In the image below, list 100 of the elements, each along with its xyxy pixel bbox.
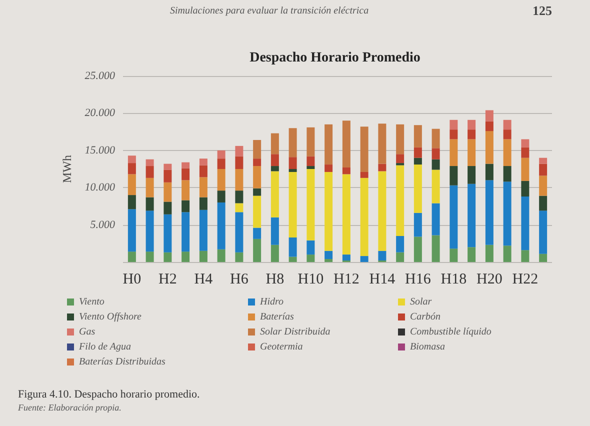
bar xyxy=(182,252,190,262)
x-tick-label: H14 xyxy=(369,272,396,288)
legend-label: Viento Offshore xyxy=(79,312,142,322)
bar xyxy=(503,166,512,182)
bar xyxy=(468,139,476,166)
bar xyxy=(199,250,208,262)
legend-label: Biomasa xyxy=(410,342,445,352)
bar xyxy=(396,154,404,164)
bar xyxy=(270,133,279,154)
bar xyxy=(306,166,315,169)
bar xyxy=(182,200,190,212)
bar xyxy=(128,163,136,174)
bar xyxy=(199,210,208,251)
bar xyxy=(432,128,440,148)
x-tick-label: H4 xyxy=(194,272,214,288)
bar xyxy=(253,228,262,239)
x-tick-label: H20 xyxy=(476,272,502,288)
bar xyxy=(342,120,350,168)
bar xyxy=(199,197,208,210)
legend-label: Baterías xyxy=(260,312,294,322)
bar xyxy=(288,128,297,158)
legend-label: Carbón xyxy=(410,312,441,322)
legend-label: Gas xyxy=(79,326,96,338)
bar xyxy=(539,176,548,196)
bar xyxy=(146,178,154,198)
bar xyxy=(164,182,172,202)
bar xyxy=(146,197,154,211)
bar xyxy=(503,182,512,246)
x-tick-label: H0 xyxy=(122,272,142,288)
bar xyxy=(217,150,226,159)
bar xyxy=(485,110,494,122)
bar xyxy=(539,254,548,262)
bar xyxy=(146,252,154,262)
bar xyxy=(253,158,262,166)
bar xyxy=(342,254,350,261)
legend-label: Solar xyxy=(410,296,432,308)
bar xyxy=(235,212,244,252)
bar xyxy=(270,217,279,245)
bar xyxy=(539,164,548,176)
bar xyxy=(503,246,512,262)
bar xyxy=(378,124,386,164)
bar xyxy=(324,124,333,165)
bar xyxy=(521,250,530,262)
bar xyxy=(485,164,494,180)
bar xyxy=(217,158,226,169)
bar xyxy=(432,159,440,170)
bar xyxy=(324,259,333,262)
bar xyxy=(217,249,226,262)
bar xyxy=(288,169,297,172)
bar xyxy=(432,235,440,262)
bar xyxy=(378,171,386,251)
bar xyxy=(450,139,458,166)
bar xyxy=(324,164,333,172)
bar xyxy=(306,169,315,240)
bar xyxy=(164,170,172,182)
bar xyxy=(396,165,404,236)
bar xyxy=(432,148,440,160)
bar xyxy=(306,240,315,255)
bar xyxy=(128,195,136,210)
bar xyxy=(485,180,494,245)
bar xyxy=(288,256,297,262)
legend-label: Filo de Agua xyxy=(78,342,132,352)
bar xyxy=(450,130,458,140)
bar xyxy=(450,120,458,130)
bar xyxy=(306,127,315,156)
bar xyxy=(306,156,315,166)
bar xyxy=(146,159,154,166)
bar xyxy=(468,247,476,262)
bar xyxy=(182,180,190,200)
bar xyxy=(414,125,422,148)
bar xyxy=(342,168,350,174)
bar xyxy=(503,120,512,130)
y-axis-title: MWh xyxy=(60,155,74,183)
bar xyxy=(521,196,530,250)
bar xyxy=(217,202,226,250)
bar xyxy=(485,244,494,262)
bar xyxy=(414,147,422,158)
bar xyxy=(539,158,548,164)
x-tick-label: H16 xyxy=(405,272,432,288)
bar xyxy=(288,237,297,257)
bar xyxy=(324,172,333,251)
legend-label: Baterías Distribuidas xyxy=(79,356,166,368)
bar xyxy=(503,130,512,140)
bar xyxy=(182,212,190,252)
bar xyxy=(360,126,368,172)
bar xyxy=(270,166,279,172)
chart-title: Despacho Horario Promedio xyxy=(250,50,420,66)
x-tick-label: H12 xyxy=(334,272,360,288)
bar xyxy=(164,252,172,262)
bar xyxy=(270,154,279,166)
x-tick-label: H18 xyxy=(440,272,467,288)
bar xyxy=(521,180,530,197)
bar xyxy=(450,166,458,186)
bar xyxy=(128,156,136,164)
bar xyxy=(468,184,476,248)
bar xyxy=(128,209,136,252)
bar xyxy=(539,196,548,211)
bar xyxy=(396,124,404,154)
bar xyxy=(235,169,244,191)
bar xyxy=(182,162,190,168)
